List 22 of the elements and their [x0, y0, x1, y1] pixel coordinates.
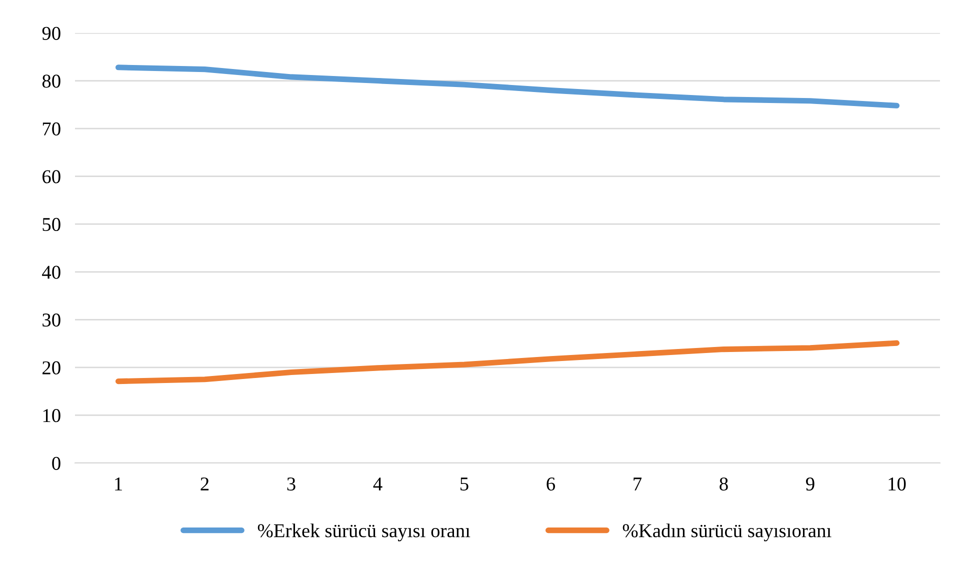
x-tick-label: 10	[888, 477, 906, 491]
y-tick-label: 60	[42, 170, 60, 184]
x-tick-label: 5	[460, 478, 468, 491]
x-tick-label: 7	[634, 478, 642, 490]
legend-label: %Erkek sürücü sayısı oranı	[258, 524, 470, 542]
y-tick-label: 80	[42, 74, 60, 88]
x-tick-label: 3	[287, 478, 296, 491]
x-tick-label: 8	[720, 477, 728, 491]
y-tick-label: 70	[42, 122, 60, 136]
x-tick-label: 2	[200, 478, 209, 490]
y-tick-label: 90	[42, 26, 60, 40]
y-tick-label: 20	[42, 361, 60, 374]
y-tick-label: 0	[52, 456, 60, 470]
legend-label: %Kadın sürücü sayısıoranı	[622, 524, 832, 542]
x-tick-label: 9	[806, 478, 814, 491]
y-tick-label: 40	[42, 266, 60, 279]
x-tick-label: 1	[115, 478, 122, 490]
y-tick-label: 10	[43, 409, 60, 422]
x-tick-label: 6	[546, 478, 556, 491]
y-tick-label: 50	[42, 218, 60, 232]
y-tick-label: 30	[42, 313, 60, 327]
x-tick-label: 4	[373, 478, 382, 490]
